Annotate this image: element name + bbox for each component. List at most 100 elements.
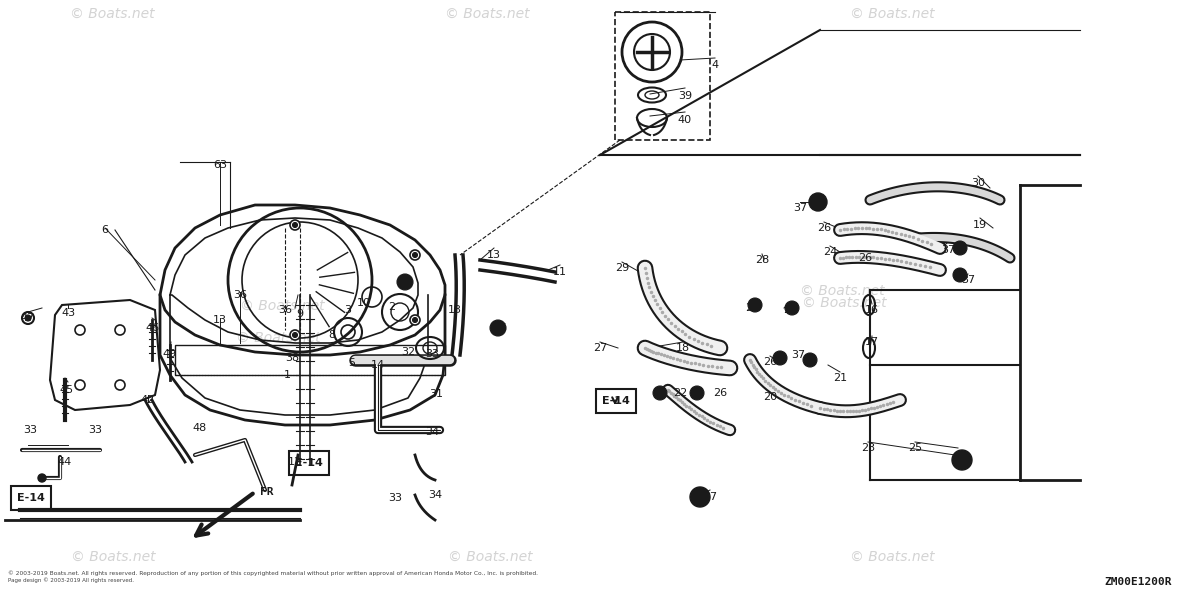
Text: 5: 5 [348,358,355,368]
Text: © Boats.net: © Boats.net [802,296,887,310]
Text: 8: 8 [328,330,335,340]
Text: 26: 26 [745,303,759,313]
Circle shape [773,351,787,365]
Text: 13: 13 [487,250,502,260]
Text: 2: 2 [388,302,395,312]
Circle shape [409,315,420,325]
Text: 26: 26 [817,223,831,233]
Bar [175,345,445,375]
Text: E-14: E-14 [602,396,630,406]
Text: © Boats.net: © Boats.net [236,331,321,345]
Text: 35: 35 [493,323,507,333]
Text: 29: 29 [615,263,629,273]
Text: 36: 36 [232,290,247,300]
Text: 21: 21 [833,373,847,383]
Text: 25: 25 [907,443,922,453]
Text: 4: 4 [712,60,719,70]
Text: © Boats.net: © Boats.net [240,299,324,313]
Text: 34: 34 [425,427,439,437]
Circle shape [25,315,31,321]
Text: 33: 33 [425,349,439,359]
Text: © Boats.net: © Boats.net [800,284,885,298]
Text: 14: 14 [371,360,385,370]
Text: 10: 10 [358,298,371,308]
Text: © Boats.net: © Boats.net [850,549,935,563]
Text: 42: 42 [140,395,155,405]
Text: 63: 63 [214,160,227,170]
Circle shape [396,274,413,290]
Text: 40: 40 [678,115,691,125]
Circle shape [690,487,710,507]
Text: 9: 9 [296,309,303,319]
Bar [615,12,710,140]
Circle shape [952,450,972,470]
Circle shape [293,333,297,337]
Text: 33: 33 [88,425,101,435]
Text: 39: 39 [678,91,691,101]
Text: 26: 26 [858,253,872,263]
Text: 11: 11 [553,267,568,277]
Circle shape [690,386,704,400]
Circle shape [490,320,506,336]
Text: 43: 43 [61,308,76,318]
Text: 18: 18 [676,343,690,353]
Text: 37: 37 [961,275,975,285]
Text: E-14: E-14 [17,493,45,503]
Circle shape [653,386,667,400]
Circle shape [409,250,420,260]
Text: © Boats.net: © Boats.net [71,549,156,563]
Text: 38: 38 [284,353,299,363]
Text: 37: 37 [791,350,805,360]
Text: 13: 13 [448,305,463,315]
Text: © Boats.net: © Boats.net [850,7,935,21]
Text: 30: 30 [971,178,985,188]
Text: 45: 45 [60,385,74,395]
Text: 37: 37 [940,245,955,255]
Circle shape [748,298,762,312]
Text: 13: 13 [214,315,227,325]
Text: 32: 32 [401,347,415,357]
Circle shape [785,301,799,315]
Text: © Boats.net: © Boats.net [70,7,155,21]
Text: 22: 22 [673,388,687,398]
Text: 33: 33 [22,425,37,435]
Text: 1: 1 [283,370,290,380]
Text: 3: 3 [345,305,352,315]
Text: 28: 28 [755,255,769,265]
Circle shape [413,317,418,323]
Text: 19: 19 [974,220,986,230]
Text: 44: 44 [58,457,72,467]
Circle shape [809,193,827,211]
Text: 49: 49 [163,349,177,359]
Circle shape [953,241,966,255]
Circle shape [290,220,300,230]
Text: 34: 34 [428,490,442,500]
Text: 46: 46 [145,323,159,333]
Text: FR: FR [260,487,274,497]
Text: ZM00E1200R: ZM00E1200R [1104,577,1172,587]
Text: 17: 17 [865,337,879,347]
Text: 36: 36 [278,305,291,315]
Text: 48: 48 [192,423,208,433]
Text: 35: 35 [396,277,411,287]
Text: 12: 12 [288,457,302,467]
Text: 37: 37 [703,492,717,502]
Text: 24: 24 [822,247,837,257]
Circle shape [953,268,966,282]
Circle shape [804,353,817,367]
Text: 31: 31 [430,389,442,399]
Text: Page design © 2003-2019 All rights reserved.: Page design © 2003-2019 All rights reser… [8,578,135,583]
Text: 23: 23 [861,443,876,453]
Text: 16: 16 [865,305,879,315]
Text: 37: 37 [793,203,807,213]
Text: 26: 26 [763,357,778,367]
Circle shape [290,330,300,340]
Text: 33: 33 [388,493,402,503]
Text: E-14: E-14 [295,458,323,468]
Circle shape [38,474,46,482]
Text: 47: 47 [21,313,35,323]
Text: 6: 6 [101,225,109,235]
Text: 20: 20 [763,392,778,402]
Text: 27: 27 [592,343,608,353]
Text: © Boats.net: © Boats.net [445,7,530,21]
